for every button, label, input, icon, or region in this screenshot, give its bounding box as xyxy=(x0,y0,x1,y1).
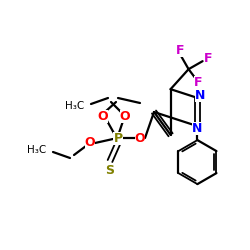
Text: N: N xyxy=(192,122,202,134)
Text: O: O xyxy=(85,136,95,149)
Text: H₃C: H₃C xyxy=(65,101,84,111)
Text: F: F xyxy=(176,44,185,57)
Text: S: S xyxy=(106,164,114,177)
Text: P: P xyxy=(114,132,122,144)
Text: F: F xyxy=(204,52,213,65)
Text: O: O xyxy=(120,110,130,122)
Text: F: F xyxy=(194,76,203,89)
Text: O: O xyxy=(135,132,145,144)
Text: H₃C: H₃C xyxy=(27,145,46,155)
Text: O: O xyxy=(98,110,108,122)
Text: N: N xyxy=(195,90,205,102)
